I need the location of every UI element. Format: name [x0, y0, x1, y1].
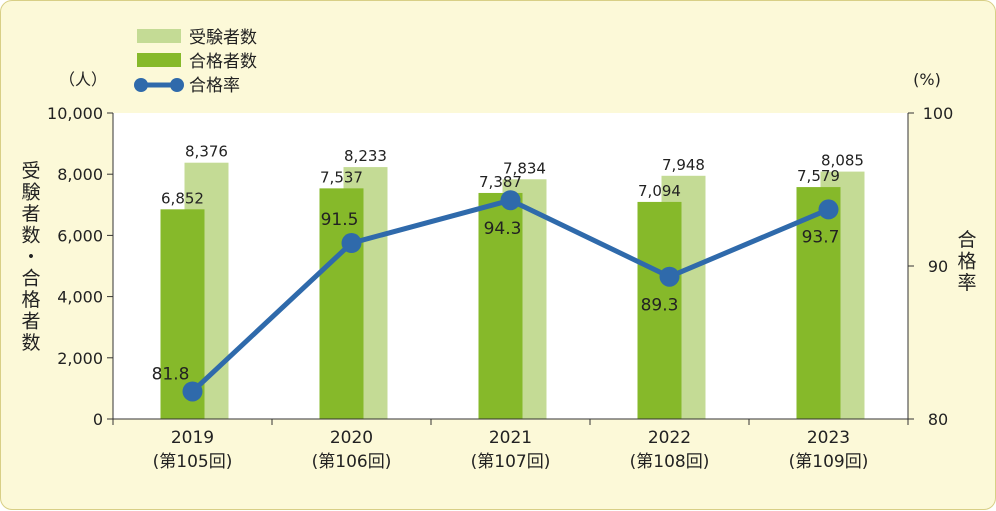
legend-marker-rate-right	[170, 78, 184, 92]
legend-label-rate: 合格率	[189, 76, 240, 96]
passers-value-label: 6,852	[161, 189, 204, 207]
passers-value-label: 7,094	[638, 182, 681, 200]
applicants-value-label: 7,834	[503, 159, 546, 177]
category-session-label: (第108回)	[630, 452, 710, 472]
rate-marker-2021	[500, 190, 521, 211]
category-year-label: 2019	[171, 428, 214, 448]
bar-passers-2023	[796, 187, 841, 419]
right-tick-label: 80	[928, 410, 948, 429]
left-axis-title: 受験者数・合格者数	[21, 160, 40, 354]
rate-marker-2022	[659, 266, 680, 287]
left-tick-label: 4,000	[57, 288, 103, 307]
applicants-value-label: 8,085	[821, 152, 864, 170]
legend-label-passers: 合格者数	[189, 52, 257, 72]
category-year-label: 2022	[648, 428, 691, 448]
rate-marker-2020	[341, 233, 362, 254]
left-tick-label: 2,000	[57, 349, 103, 368]
rate-value-label: 81.8	[152, 364, 190, 384]
category-session-label: (第109回)	[789, 452, 869, 472]
rate-value-label: 91.5	[321, 210, 359, 230]
rate-value-label: 93.7	[802, 227, 840, 247]
category-year-label: 2023	[807, 428, 850, 448]
legend-swatch-applicants	[137, 29, 181, 43]
rate-marker-2023	[818, 199, 839, 220]
applicants-value-label: 8,376	[185, 143, 228, 161]
left-axis-unit: （人）	[59, 70, 107, 89]
category-session-label: (第106回)	[312, 452, 392, 472]
passers-value-label: 7,387	[479, 173, 522, 191]
category-year-label: 2020	[330, 428, 373, 448]
right-axis-title: 合格率	[957, 229, 976, 294]
legend-marker-rate-left	[134, 78, 148, 92]
right-axis-unit: (%)	[913, 70, 941, 89]
category-session-label: (第105回)	[153, 452, 233, 472]
category-year-label: 2021	[489, 428, 532, 448]
bar-passers-2020	[319, 188, 364, 419]
passers-value-label: 7,537	[320, 168, 363, 186]
right-tick-label: 100	[923, 104, 954, 123]
left-tick-label: 6,000	[57, 226, 103, 245]
legend-swatch-passers	[137, 53, 181, 67]
category-session-label: (第107回)	[471, 452, 551, 472]
rate-value-label: 94.3	[484, 219, 522, 239]
rate-value-label: 89.3	[641, 296, 679, 316]
left-tick-label: 10,000	[47, 104, 103, 123]
left-tick-label: 8,000	[57, 165, 103, 184]
applicants-value-label: 7,948	[662, 156, 705, 174]
passers-value-label: 7,579	[797, 167, 840, 185]
applicants-value-label: 8,233	[344, 147, 387, 165]
bar-passers-2021	[478, 192, 523, 419]
legend-label-applicants: 受験者数	[189, 28, 257, 48]
right-tick-label: 90	[928, 257, 948, 276]
left-tick-label: 0	[93, 410, 103, 429]
rate-marker-2019	[182, 381, 203, 402]
bar-passers-2022	[637, 201, 682, 419]
